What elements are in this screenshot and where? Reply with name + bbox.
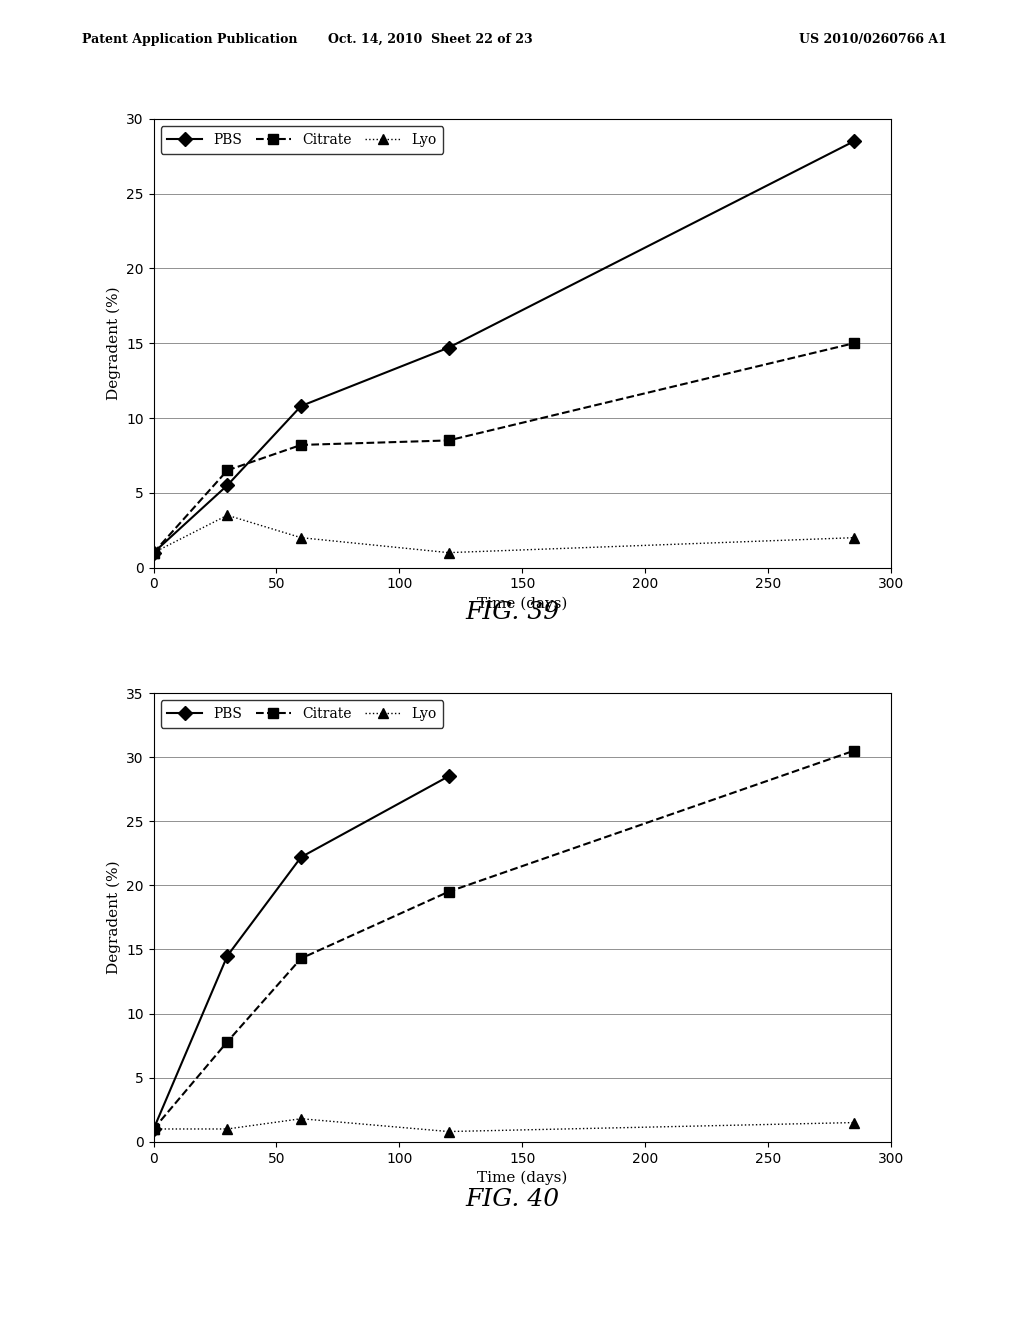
- Text: FIG. 40: FIG. 40: [465, 1188, 559, 1210]
- Lyo: [848, 1114, 860, 1130]
- PBS: [848, 133, 860, 149]
- Citrate: [147, 1121, 160, 1137]
- Citrate: [442, 433, 455, 449]
- Lyo: [848, 529, 860, 545]
- Legend: PBS, Citrate, Lyo: PBS, Citrate, Lyo: [161, 700, 443, 727]
- Y-axis label: Degradent (%): Degradent (%): [106, 861, 121, 974]
- Lyo: [442, 545, 455, 561]
- Citrate: [221, 1034, 233, 1049]
- Lyo: [442, 1123, 455, 1139]
- Y-axis label: Degradent (%): Degradent (%): [106, 286, 121, 400]
- Text: US 2010/0260766 A1: US 2010/0260766 A1: [799, 33, 946, 46]
- PBS: [442, 768, 455, 784]
- X-axis label: Time (days): Time (days): [477, 597, 567, 611]
- Lyo: [147, 1121, 160, 1137]
- Line: PBS: PBS: [148, 136, 859, 557]
- PBS: [221, 478, 233, 494]
- Lyo: [147, 545, 160, 561]
- Line: PBS: PBS: [148, 771, 454, 1134]
- PBS: [147, 1121, 160, 1137]
- Citrate: [442, 884, 455, 900]
- Legend: PBS, Citrate, Lyo: PBS, Citrate, Lyo: [161, 125, 443, 153]
- PBS: [147, 545, 160, 561]
- Citrate: [848, 335, 860, 351]
- PBS: [442, 339, 455, 355]
- Line: Lyo: Lyo: [148, 511, 859, 557]
- Citrate: [221, 462, 233, 478]
- Lyo: [221, 1121, 233, 1137]
- Lyo: [295, 1111, 307, 1127]
- X-axis label: Time (days): Time (days): [477, 1171, 567, 1185]
- Line: Lyo: Lyo: [148, 1114, 859, 1137]
- Citrate: [295, 950, 307, 966]
- Line: Citrate: Citrate: [148, 746, 859, 1134]
- Line: Citrate: Citrate: [148, 338, 859, 557]
- PBS: [295, 849, 307, 865]
- PBS: [295, 399, 307, 414]
- Citrate: [147, 545, 160, 561]
- Citrate: [295, 437, 307, 453]
- Lyo: [295, 529, 307, 545]
- Text: Patent Application Publication: Patent Application Publication: [82, 33, 297, 46]
- Lyo: [221, 507, 233, 523]
- PBS: [221, 948, 233, 964]
- Text: FIG. 39: FIG. 39: [465, 601, 559, 623]
- Citrate: [848, 743, 860, 759]
- Text: Oct. 14, 2010  Sheet 22 of 23: Oct. 14, 2010 Sheet 22 of 23: [328, 33, 532, 46]
